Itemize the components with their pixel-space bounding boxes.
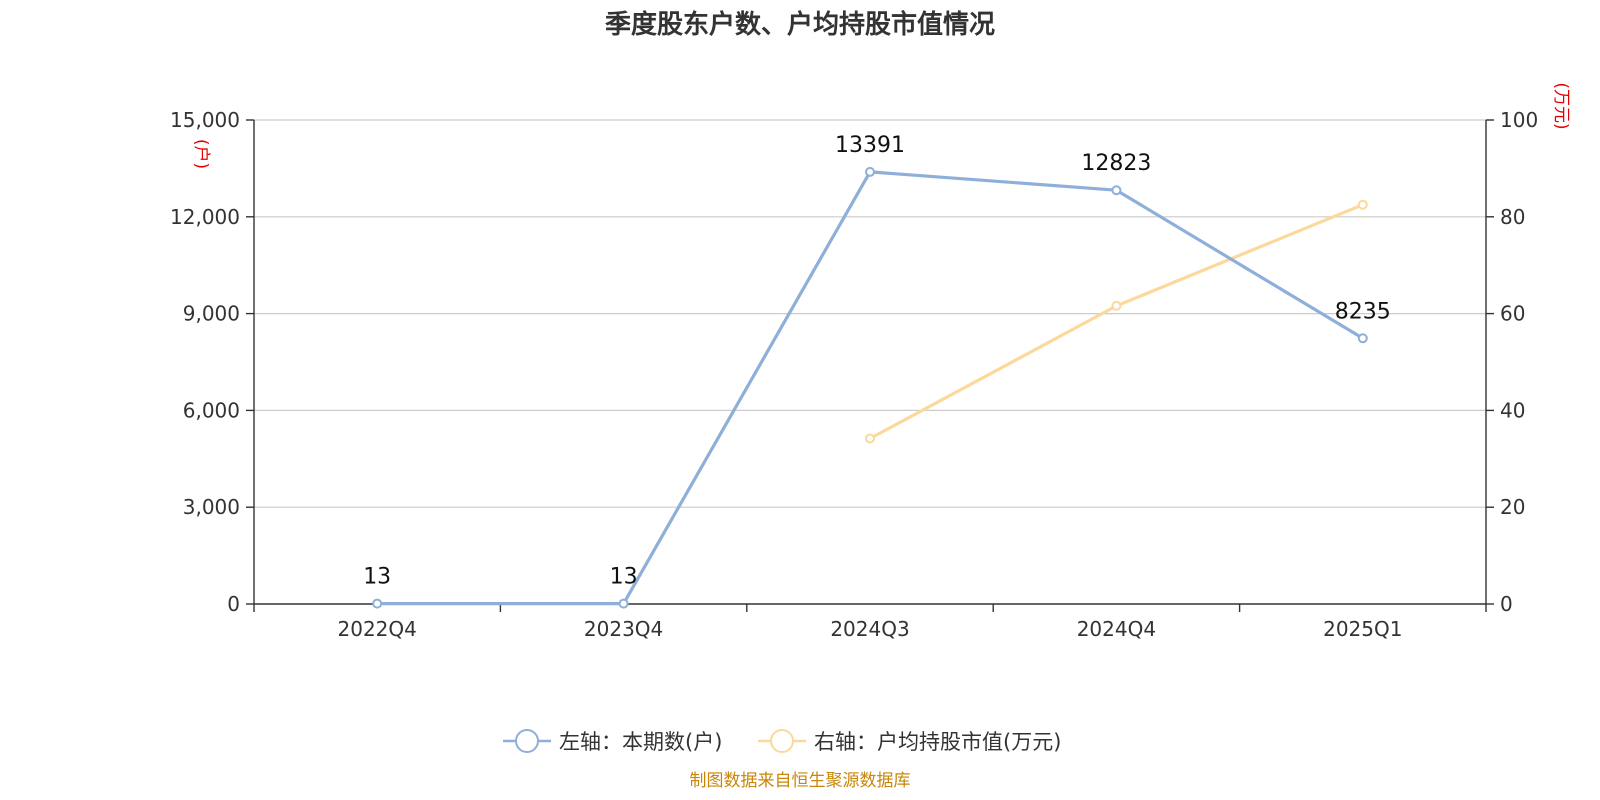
left-axis-tick-label: 9,000 <box>183 302 240 326</box>
data-label: 13 <box>363 565 391 590</box>
left-axis-tick-label: 6,000 <box>183 398 240 422</box>
data-point[interactable] <box>1111 300 1122 311</box>
left-axis-tick-label: 3,000 <box>183 495 240 519</box>
data-point[interactable] <box>618 598 629 609</box>
x-axis-tick-label: 2023Q4 <box>584 617 663 641</box>
data-label: 8235 <box>1335 299 1391 324</box>
x-axis-tick-label: 2024Q3 <box>830 617 909 641</box>
legend-marker <box>770 729 794 753</box>
left-axis-unit: (户) <box>191 139 211 169</box>
series-line-left <box>377 170 1364 606</box>
legend-item[interactable]: 右轴：户均持股市值(万元) <box>758 729 1061 754</box>
right-axis-tick-label: 20 <box>1500 495 1525 519</box>
legend-item[interactable]: 左轴：本期数(户) <box>503 729 722 754</box>
data-label: 12823 <box>1081 151 1151 176</box>
data-point[interactable] <box>865 166 875 177</box>
right-axis-unit: (万元) <box>1551 82 1571 129</box>
series-line-right <box>869 203 1364 440</box>
series-layer <box>372 166 1368 609</box>
data-point[interactable] <box>1357 333 1368 344</box>
data-label: 13391 <box>835 133 905 158</box>
legend-marker <box>515 729 539 753</box>
legend[interactable]: 左轴：本期数(户) 右轴：户均持股市值(万元) <box>503 729 1061 754</box>
right-axis-tick-label: 60 <box>1500 302 1525 326</box>
x-axis-tick-label: 2024Q4 <box>1077 617 1156 641</box>
source-note: 制图数据来自恒生聚源数据库 <box>690 771 911 791</box>
right-axis-tick-label: 80 <box>1500 205 1525 229</box>
data-point[interactable] <box>1357 199 1368 210</box>
left-axis-tick-label: 0 <box>227 592 240 616</box>
labels-layer: 13 13 13391 12823 8235 <box>363 133 1391 590</box>
legend-label: 左轴：本期数(户) <box>559 730 722 754</box>
left-axis-tick-label: 12,000 <box>170 205 240 229</box>
left-axis-tick-label: 15,000 <box>170 108 240 132</box>
data-label: 13 <box>610 565 638 590</box>
grid-layer <box>254 119 1486 508</box>
data-point[interactable] <box>1111 185 1122 196</box>
x-axis-tick-label: 2025Q1 <box>1323 617 1402 641</box>
axes-layer: 0 3,000 6,000 9,000 12,000 15,000 (户) 0 20 40 60 80… <box>170 82 1571 641</box>
data-point[interactable] <box>372 598 383 609</box>
legend-label: 右轴：户均持股市值(万元) <box>814 730 1061 754</box>
right-axis-tick-label: 40 <box>1500 398 1525 422</box>
x-axis-tick-label: 2022Q4 <box>338 617 417 641</box>
right-axis-tick-label: 0 <box>1500 592 1513 616</box>
data-point[interactable] <box>865 433 875 444</box>
chart-title: 季度股东户数、户均持股市值情况 <box>605 9 995 40</box>
right-axis-tick-label: 100 <box>1500 108 1538 132</box>
